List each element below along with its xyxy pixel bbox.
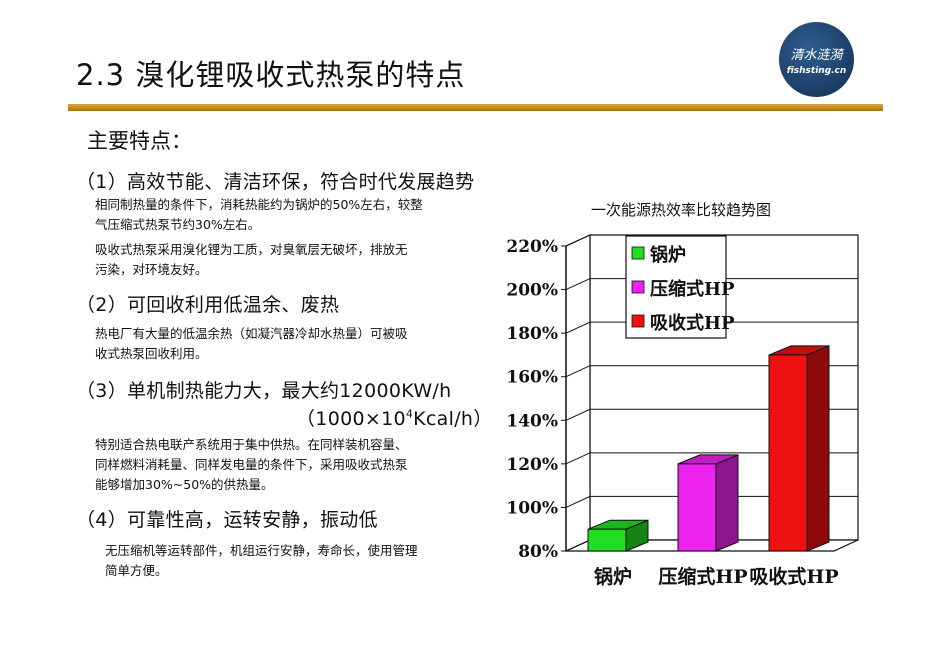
y-tick-label: 180% — [506, 324, 558, 344]
point-2-heading: （2）可回收利用低温余、废热 — [76, 294, 340, 316]
desc-line: 污染，对环境友好。 — [95, 262, 208, 277]
legend-swatch — [631, 280, 645, 294]
legend-label: 吸收式HP — [650, 312, 735, 334]
heading-line2-pre: （1000×10 — [296, 408, 406, 430]
legend-swatch — [631, 314, 645, 328]
y-tick-label: 120% — [506, 455, 558, 475]
desc-line: 吸收式热泵采用溴化锂为工质，对臭氧层无破坏，排放无 — [95, 242, 408, 257]
x-tick-label: 压缩式HP — [658, 565, 747, 588]
legend-swatch — [631, 246, 645, 260]
logo-calligraphy: 清水涟漪 — [790, 48, 843, 63]
point-4-heading: （4）可靠性高，运转安静，振动低 — [76, 509, 378, 531]
x-tick-label: 锅炉 — [594, 565, 632, 588]
y-tick-label: 220% — [506, 237, 558, 257]
desc-line: 特别适合热电联产系统用于集中供热。在同样装机容量、 — [95, 437, 408, 452]
y-tick-label: 140% — [506, 411, 558, 431]
y-tick-label: 200% — [506, 281, 558, 301]
point-4-desc: 无压缩机等运转部件，机组运行安静，寿命长，使用管理 简单方便。 — [105, 541, 418, 581]
desc-line: 能够增加30%~50%的供热量。 — [95, 477, 274, 492]
chart-side-wall — [565, 234, 591, 552]
desc-line: 同样燃料消耗量、同样发电量的条件下，采用吸收式热泵 — [95, 457, 408, 472]
point-3-heading: （3）单机制热能力大，最大约12000KW/h — [76, 380, 452, 402]
bar-side — [715, 454, 739, 552]
gridline — [565, 278, 858, 291]
point-3-desc: 特别适合热电联产系统用于集中供热。在同样装机容量、 同样燃料消耗量、同样发电量的… — [95, 435, 408, 495]
desc-line: 收式热泵回收利用。 — [95, 346, 208, 361]
bar-side — [806, 345, 830, 552]
logo-url: fishsting.cn — [786, 66, 847, 76]
chart-title: 一次能源热效率比较趋势图 — [591, 201, 772, 219]
point-1-desc-a: 相同制热量的条件下，消耗热能约为锅炉的50%左右，较整 气压缩式热泵节约30%左… — [95, 195, 423, 235]
site-logo: 清水涟漪 fishsting.cn — [779, 22, 854, 97]
bar — [768, 354, 808, 552]
point-2-desc: 热电厂有大量的低温余热（如凝汽器冷却水热量）可被吸 收式热泵回收利用。 — [95, 324, 408, 364]
x-tick-label: 吸收式HP — [749, 565, 838, 588]
title-divider — [68, 104, 883, 111]
desc-line: 热电厂有大量的低温余热（如凝汽器冷却水热量）可被吸 — [95, 326, 408, 341]
y-tick-label: 160% — [506, 368, 558, 388]
bar — [587, 528, 627, 552]
y-tick-label: 80% — [518, 542, 558, 562]
y-tick-label: 100% — [506, 498, 558, 518]
legend-label: 锅炉 — [650, 244, 686, 266]
point-3-heading-line2: （1000×104Kcal/h） — [296, 404, 493, 431]
gridline — [565, 234, 858, 247]
heading-line2-post: Kcal/h） — [413, 408, 493, 430]
desc-line: 气压缩式热泵节约30%左右。 — [95, 217, 261, 232]
desc-line: 简单方便。 — [105, 563, 168, 578]
gridline — [565, 321, 858, 334]
legend-label: 压缩式HP — [650, 278, 735, 300]
desc-line: 无压缩机等运转部件，机组运行安静，寿命长，使用管理 — [105, 543, 418, 558]
desc-line: 相同制热量的条件下，消耗热能约为锅炉的50%左右，较整 — [95, 197, 423, 212]
slide-title: 2.3 溴化锂吸收式热泵的特点 — [76, 58, 466, 92]
bar — [677, 463, 717, 552]
point-1-heading: （1）高效节能、清洁环保，符合时代发展趋势 — [76, 171, 475, 193]
heading-line2-sup: 4 — [405, 407, 414, 421]
point-1-desc-b: 吸收式热泵采用溴化锂为工质，对臭氧层无破坏，排放无 污染，对环境友好。 — [95, 240, 408, 280]
main-heading: 主要特点： — [87, 129, 192, 153]
